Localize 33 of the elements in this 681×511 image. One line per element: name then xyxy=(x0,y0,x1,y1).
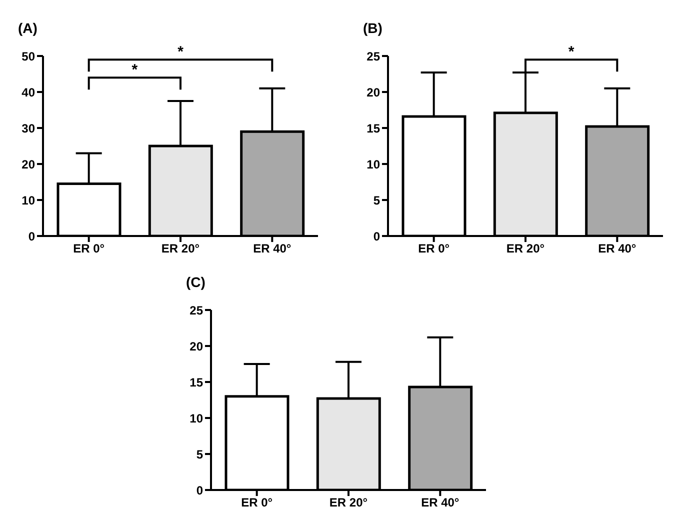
y-tick-label: 50 xyxy=(22,49,36,64)
chart-title: (C) xyxy=(186,274,206,290)
y-tick-label: 30 xyxy=(22,121,36,136)
y-tick-label: 15 xyxy=(366,121,380,136)
x-tick-label: ER 20° xyxy=(329,496,368,510)
y-tick-label: 0 xyxy=(373,229,380,244)
y-tick-label: 15 xyxy=(190,375,204,390)
x-tick-label: ER 0° xyxy=(73,242,105,256)
y-tick-label: 20 xyxy=(366,85,380,100)
y-tick-label: 20 xyxy=(22,157,36,172)
x-tick-label: ER 40° xyxy=(421,496,460,510)
y-tick-label: 25 xyxy=(190,303,204,318)
chart-title: (A) xyxy=(18,20,38,36)
y-tick-label: 20 xyxy=(190,339,204,354)
y-tick-label: 0 xyxy=(28,229,36,244)
x-tick-label: ER 20° xyxy=(506,242,545,256)
x-tick-label: ER 40° xyxy=(253,242,292,256)
y-tick-label: 5 xyxy=(196,447,204,462)
x-tick-label: ER 0° xyxy=(418,242,450,256)
y-tick-label: 10 xyxy=(366,157,380,172)
annotation: * xyxy=(132,62,138,79)
y-tick-label: 10 xyxy=(22,193,36,208)
y-tick-label: 25 xyxy=(366,49,380,64)
x-tick-label: ER 40° xyxy=(598,242,636,256)
y-tick-label: 10 xyxy=(190,411,204,426)
annotation: * xyxy=(568,44,574,61)
annotation: * xyxy=(178,44,184,61)
chart-title: (B) xyxy=(363,20,382,36)
y-tick-label: 0 xyxy=(196,483,204,498)
y-tick-label: 40 xyxy=(22,85,36,100)
y-tick-label: 5 xyxy=(373,193,380,208)
x-tick-label: ER 0° xyxy=(241,496,273,510)
x-tick-label: ER 20° xyxy=(161,242,200,256)
